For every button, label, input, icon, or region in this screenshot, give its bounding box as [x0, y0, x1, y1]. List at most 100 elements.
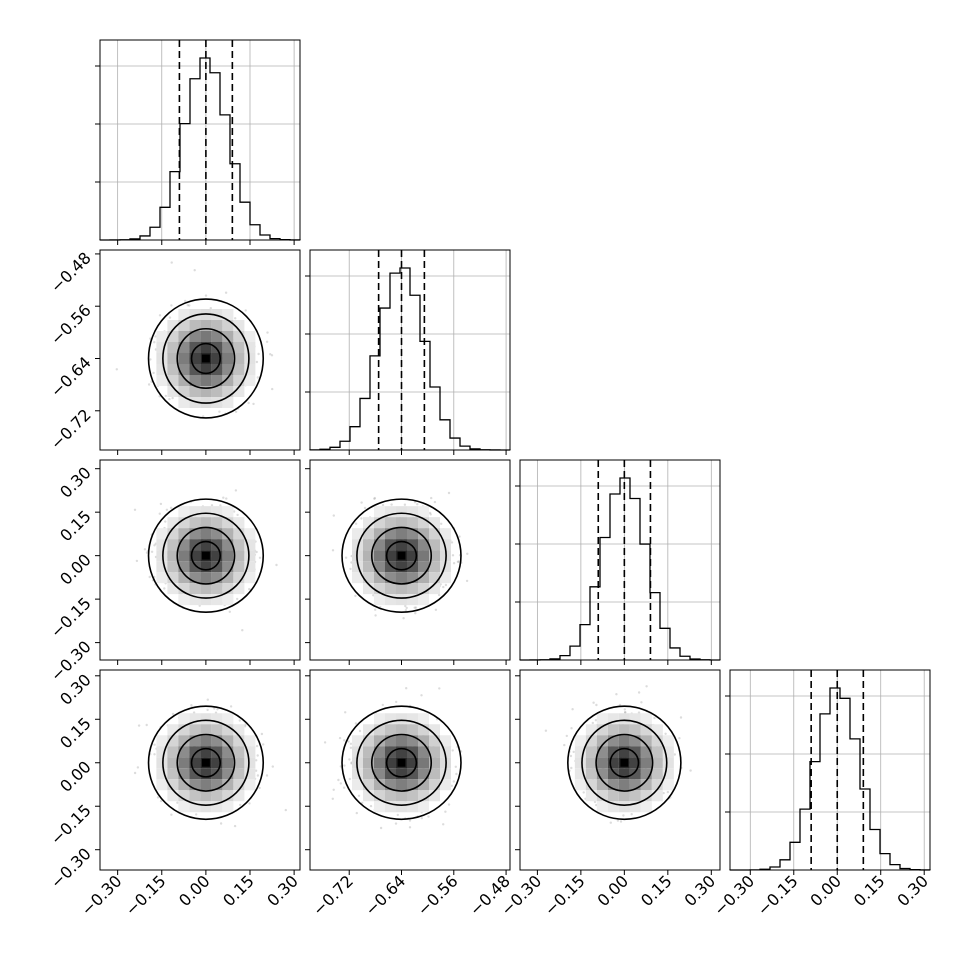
contour-level-0 [609, 747, 640, 778]
sample-point [331, 797, 334, 800]
sample-point [219, 822, 223, 825]
density-cell [211, 757, 223, 769]
density-cell [156, 352, 168, 364]
density-cell [363, 528, 375, 540]
density-cell [222, 363, 234, 375]
sample-point [390, 503, 393, 506]
sample-point [637, 691, 641, 694]
density-cell [233, 319, 245, 331]
sample-point [145, 723, 148, 727]
sample-point [331, 549, 335, 552]
sample-point [213, 707, 216, 710]
density-cell [211, 319, 223, 331]
x-tick-label: −0.56 [414, 871, 462, 919]
sample-point [616, 819, 620, 822]
sample-point [344, 711, 347, 714]
x-tick-label: 0.30 [263, 871, 302, 910]
density-cell [363, 790, 375, 802]
density-cell [418, 561, 430, 573]
histogram-panel-3 [725, 669, 931, 871]
sample-point [348, 758, 351, 761]
y-tick-label: −0.30 [47, 844, 95, 892]
sample-point [361, 801, 364, 804]
sample-point [349, 746, 353, 749]
density-cell [429, 768, 441, 780]
sample-point [615, 693, 618, 696]
x-tick-label: −0.15 [121, 871, 169, 919]
sample-point [158, 512, 161, 515]
sample-point [244, 723, 247, 726]
sample-point [381, 703, 384, 707]
density-cell [396, 517, 408, 529]
density-cell [607, 790, 619, 802]
sample-point [618, 703, 622, 707]
y-tick-label: −0.64 [47, 353, 95, 401]
density-cell [156, 572, 168, 584]
density-cell [244, 779, 256, 791]
density-cell [167, 790, 179, 802]
density-cell [211, 374, 223, 386]
density-cell [167, 385, 179, 397]
sample-point [275, 563, 278, 567]
density-cell [418, 550, 430, 562]
x-tick-label: 0.00 [806, 871, 845, 910]
density-cell [156, 735, 168, 747]
contour-level-1 [176, 733, 236, 792]
density-cell [618, 746, 630, 758]
density-cell [440, 572, 452, 584]
sample-point [408, 826, 412, 829]
density-cell [211, 768, 223, 780]
sample-point [216, 708, 219, 711]
sample-point [342, 786, 346, 789]
density-cell [189, 374, 201, 386]
density-cell [233, 517, 245, 529]
density-cell [607, 724, 619, 736]
sample-point [262, 743, 265, 746]
x-tick-label: −0.64 [361, 871, 409, 919]
density-cell [156, 528, 168, 540]
density-cell [352, 572, 364, 584]
density-cell [629, 713, 641, 725]
contour-level-3 [341, 705, 462, 821]
sample-point [450, 784, 453, 787]
sample-point [428, 511, 432, 515]
density-cell [178, 363, 190, 375]
density-cell [396, 713, 408, 725]
sample-point [630, 813, 633, 816]
density-cell [352, 735, 364, 747]
density-cell [640, 790, 652, 802]
density-cell [222, 506, 234, 518]
sample-point [348, 777, 351, 781]
density-cell [618, 801, 630, 813]
sample-point [358, 729, 362, 733]
sample-point [248, 802, 251, 805]
sample-point [154, 335, 157, 338]
sample-point [594, 719, 598, 722]
sample-point [150, 550, 154, 553]
sample-point [145, 551, 149, 554]
sample-point [569, 754, 573, 758]
density-cell [189, 594, 201, 606]
histogram-panel-1 [305, 249, 511, 451]
sample-point [645, 685, 648, 688]
density-cell [429, 550, 441, 562]
contour-level-1 [370, 733, 433, 792]
sample-point [252, 402, 255, 406]
sample-point [447, 803, 451, 806]
sample-point [451, 749, 454, 752]
density-cell [244, 374, 256, 386]
density-cell [222, 735, 234, 747]
density-cell [418, 757, 430, 769]
density-cell [407, 561, 419, 573]
density-cell [222, 341, 234, 353]
sample-point [284, 808, 287, 812]
density-cell [200, 330, 212, 342]
density-cell [396, 768, 408, 780]
density-cell [629, 757, 641, 769]
density-cell [607, 746, 619, 758]
density-cell [167, 363, 179, 375]
panel-frame [519, 669, 721, 871]
density-cell [211, 746, 223, 758]
density-cell [385, 713, 397, 725]
density-cell [244, 352, 256, 364]
